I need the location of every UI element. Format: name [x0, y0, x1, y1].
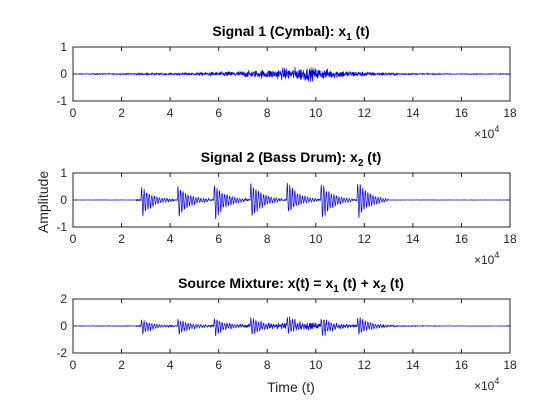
x-tick-label: 12: [358, 106, 372, 120]
x-tick-label: 8: [264, 358, 271, 372]
x-tick-label: 2: [118, 232, 125, 246]
x-tick-label: 14: [406, 358, 420, 372]
subplot-mixture: Source Mixture: x(t) = x1 (t) + x2 (t) 0…: [56, 275, 517, 372]
signal-line: [72, 316, 511, 337]
x-exponent-label-1: ×104: [474, 124, 499, 141]
svg-text:×104: ×104: [474, 124, 499, 141]
subplot-signal-1: Signal 1 (Cymbal): x1 (t) 0 2 4 6 8 10 12 14 16 1…: [56, 23, 517, 120]
y-tick-label: -2: [56, 346, 67, 360]
x-tick-label: 16: [455, 106, 469, 120]
subplot-3-axes: 0 2 4 6 8 10 12 14 16 18-202: [56, 292, 517, 372]
x-tick-label: 18: [503, 106, 517, 120]
subplot-1-title: Signal 1 (Cymbal): x1 (t): [212, 23, 369, 43]
x-tick-label: 10: [309, 358, 323, 372]
x-tick-label: 2: [118, 358, 125, 372]
x-tick-label: 2: [118, 106, 125, 120]
y-tick-label: 0: [60, 319, 67, 333]
y-tick-label: 0: [60, 67, 67, 81]
x-exponent-label-2: ×104: [474, 250, 499, 267]
x-tick-label: 8: [264, 106, 271, 120]
x-axis-label: Time (t): [267, 379, 315, 395]
y-tick-label: 0: [60, 193, 67, 207]
x-tick-label: 10: [309, 106, 323, 120]
x-tick-label: 0: [70, 358, 77, 372]
x-tick-label: 4: [167, 358, 174, 372]
x-tick-label: 4: [167, 106, 174, 120]
svg-text:×104: ×104: [474, 376, 499, 393]
x-tick-label: 14: [406, 106, 420, 120]
x-tick-label: 10: [309, 232, 323, 246]
y-tick-label: 1: [60, 40, 67, 54]
subplot-2-axes: 0 2 4 6 8 10 12 14 16 18-101: [56, 166, 517, 246]
x-tick-label: 6: [215, 106, 222, 120]
signal-line: [72, 182, 511, 220]
subplot-signal-2: Signal 2 (Bass Drum): x2 (t) 0 2 4 6 8 10 12 14…: [56, 149, 517, 246]
subplot-2-title: Signal 2 (Bass Drum): x2 (t): [201, 149, 382, 169]
x-tick-label: 16: [455, 232, 469, 246]
signal-line: [72, 67, 511, 82]
svg-text:×104: ×104: [474, 250, 499, 267]
x-tick-label: 8: [264, 232, 271, 246]
x-tick-label: 12: [358, 232, 372, 246]
x-tick-label: 14: [406, 232, 420, 246]
x-tick-label: 6: [215, 232, 222, 246]
y-tick-label: 2: [60, 292, 67, 306]
y-tick-label: -1: [56, 94, 67, 108]
y-tick-label: 1: [60, 166, 67, 180]
x-tick-label: 16: [455, 358, 469, 372]
y-axis-label: Amplitude: [35, 171, 51, 233]
x-tick-label: 18: [503, 232, 517, 246]
y-tick-label: -1: [56, 220, 67, 234]
subplot-1-axes: 0 2 4 6 8 10 12 14 16 18-101: [56, 40, 517, 120]
x-tick-label: 18: [503, 358, 517, 372]
x-tick-label: 4: [167, 232, 174, 246]
x-tick-label: 12: [358, 358, 372, 372]
x-tick-label: 6: [215, 358, 222, 372]
x-exponent-label-3: ×104: [474, 376, 499, 393]
x-tick-label: 0: [70, 106, 77, 120]
x-tick-label: 0: [70, 232, 77, 246]
subplot-3-title: Source Mixture: x(t) = x1 (t) + x2 (t): [178, 275, 404, 295]
